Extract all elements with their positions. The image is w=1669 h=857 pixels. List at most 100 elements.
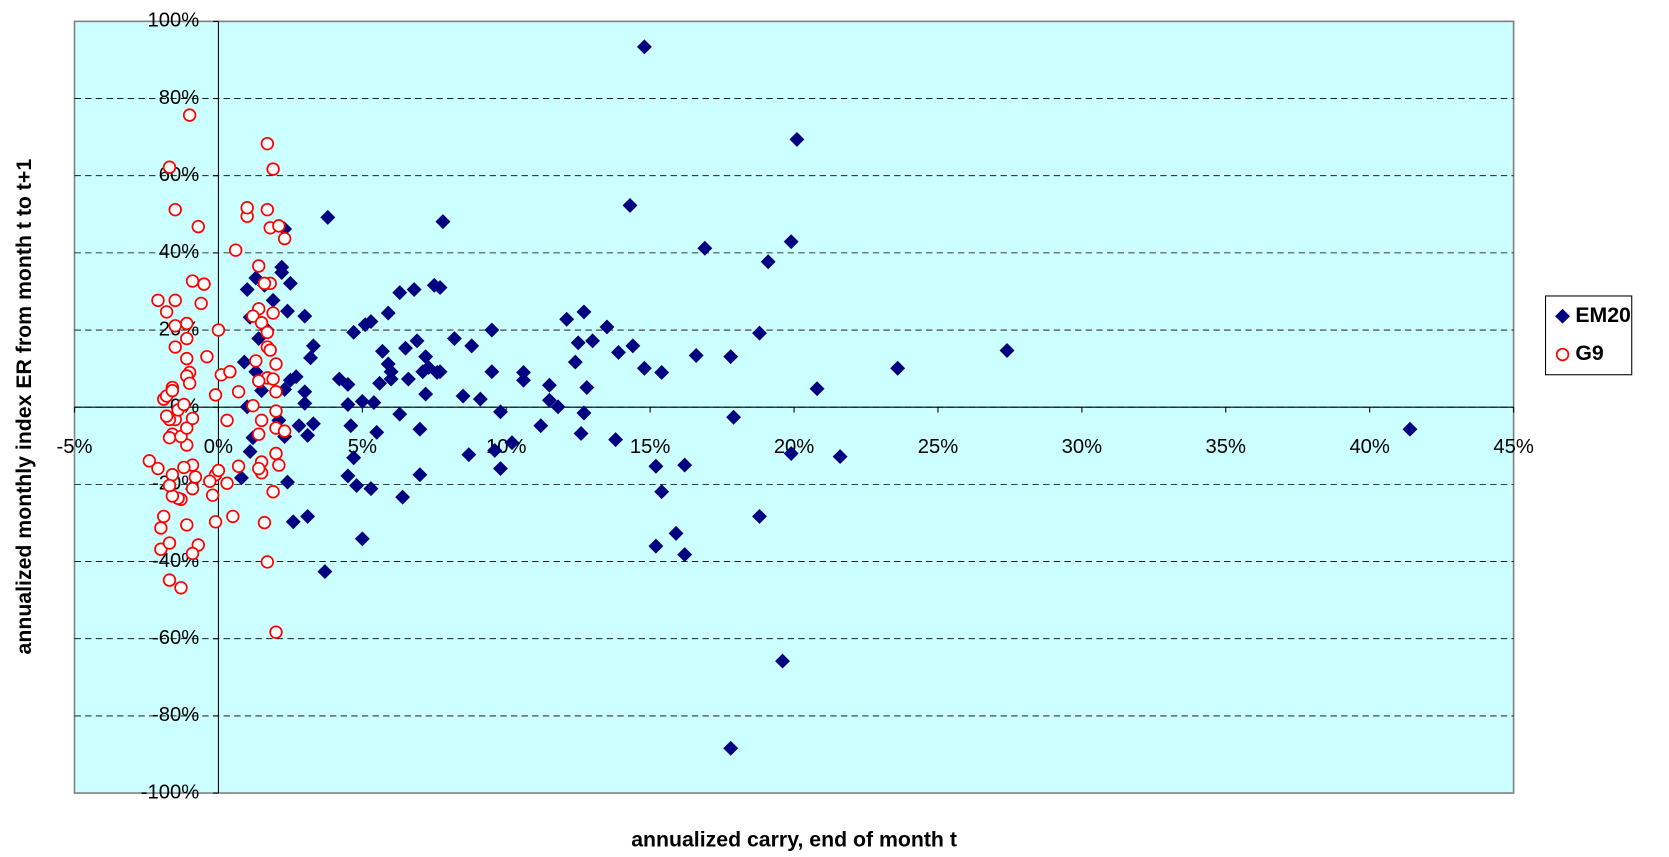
data-point bbox=[726, 409, 742, 425]
data-point bbox=[231, 385, 246, 399]
data-point bbox=[177, 397, 191, 412]
data-point bbox=[246, 398, 260, 413]
x-tick-label: -5% bbox=[57, 436, 93, 458]
data-point bbox=[533, 418, 549, 434]
data-point bbox=[398, 340, 413, 356]
data-point bbox=[636, 39, 652, 55]
data-point bbox=[783, 234, 799, 250]
data-point bbox=[159, 409, 174, 423]
data-point bbox=[300, 427, 316, 443]
data-point bbox=[252, 259, 266, 273]
data-point bbox=[429, 365, 445, 380]
data-point bbox=[182, 376, 197, 390]
data-point bbox=[252, 427, 266, 441]
data-point bbox=[220, 413, 234, 428]
data-point bbox=[231, 459, 246, 473]
data-point bbox=[177, 460, 191, 475]
data-point bbox=[487, 442, 503, 458]
data-point bbox=[185, 411, 200, 426]
legend-marker bbox=[1555, 347, 1570, 362]
data-point bbox=[625, 338, 641, 354]
data-point bbox=[257, 515, 272, 530]
data-point bbox=[194, 296, 208, 311]
data-point bbox=[168, 293, 182, 308]
data-point bbox=[303, 350, 318, 366]
x-tick-label: 0% bbox=[204, 436, 233, 458]
data-point bbox=[151, 293, 165, 308]
x-tick-label: 40% bbox=[1349, 436, 1389, 458]
x-tick-label: 45% bbox=[1493, 436, 1533, 458]
y-tick-label: 40% bbox=[159, 241, 199, 263]
x-axis-label: annualized carry, end of month t bbox=[631, 828, 957, 852]
data-point bbox=[648, 458, 664, 474]
data-point bbox=[354, 393, 370, 409]
data-point bbox=[464, 338, 480, 354]
y-tick-label: -60% bbox=[152, 627, 199, 649]
data-point bbox=[180, 316, 194, 331]
data-point bbox=[412, 467, 428, 483]
data-point bbox=[263, 343, 277, 357]
data-point bbox=[285, 514, 301, 530]
data-point bbox=[191, 219, 205, 234]
data-point bbox=[162, 536, 177, 550]
data-point bbox=[380, 305, 396, 321]
data-point bbox=[611, 344, 626, 360]
data-point bbox=[890, 360, 906, 376]
data-point bbox=[668, 525, 684, 541]
x-tick-label: 35% bbox=[1206, 436, 1246, 458]
data-point bbox=[484, 364, 500, 380]
data-point bbox=[392, 406, 408, 422]
data-point bbox=[446, 331, 462, 346]
data-point bbox=[752, 508, 767, 524]
x-tick-label: 20% bbox=[774, 436, 814, 458]
legend-label: EM20 bbox=[1575, 303, 1631, 327]
data-point bbox=[783, 446, 799, 461]
data-point bbox=[789, 131, 805, 147]
data-point bbox=[200, 349, 214, 364]
data-point bbox=[300, 508, 316, 524]
data-point bbox=[154, 521, 168, 535]
data-point bbox=[165, 468, 180, 482]
data-point bbox=[233, 470, 249, 486]
data-point bbox=[608, 432, 624, 448]
data-point bbox=[1402, 421, 1418, 437]
data-point bbox=[180, 331, 194, 346]
data-point bbox=[168, 340, 182, 354]
data-point bbox=[211, 323, 226, 337]
data-point bbox=[317, 564, 333, 580]
data-point bbox=[174, 581, 188, 595]
data-point bbox=[516, 372, 531, 388]
data-point bbox=[269, 625, 283, 639]
data-point bbox=[266, 306, 280, 320]
data-point bbox=[180, 421, 194, 435]
data-point bbox=[504, 435, 520, 451]
data-point bbox=[516, 365, 531, 380]
data-point bbox=[142, 454, 157, 468]
data-point bbox=[249, 354, 263, 368]
data-point bbox=[412, 421, 428, 437]
data-point bbox=[162, 573, 177, 587]
data-point bbox=[383, 371, 399, 387]
data-point bbox=[340, 397, 356, 412]
data-point bbox=[266, 162, 280, 176]
data-point bbox=[648, 538, 664, 554]
data-point bbox=[760, 254, 776, 270]
x-tick-label: 15% bbox=[630, 436, 670, 458]
data-point bbox=[159, 305, 174, 319]
data-point bbox=[272, 219, 286, 233]
data-point bbox=[182, 108, 197, 122]
data-point bbox=[999, 343, 1015, 358]
data-point bbox=[157, 509, 171, 524]
data-point bbox=[180, 351, 194, 366]
data-point bbox=[832, 449, 848, 465]
data-point bbox=[282, 372, 298, 388]
data-point bbox=[228, 243, 243, 257]
data-point bbox=[269, 357, 283, 371]
x-tick-label: 25% bbox=[918, 436, 958, 458]
data-point bbox=[406, 282, 422, 297]
y-tick-label: -80% bbox=[152, 704, 199, 726]
data-point bbox=[239, 282, 255, 297]
data-point bbox=[346, 324, 362, 340]
data-point bbox=[203, 474, 217, 489]
data-point bbox=[435, 214, 451, 230]
